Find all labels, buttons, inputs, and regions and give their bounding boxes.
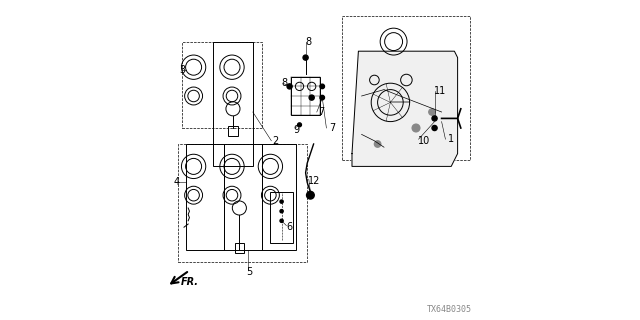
Bar (270, 192, 292, 243)
Bar (178, 144, 307, 262)
Circle shape (280, 210, 284, 213)
Text: 1: 1 (448, 134, 454, 144)
Circle shape (280, 219, 284, 222)
Circle shape (429, 109, 435, 115)
Bar (235, 243, 244, 253)
Circle shape (374, 141, 381, 147)
Bar (228, 126, 238, 136)
Text: 8: 8 (306, 36, 312, 47)
Circle shape (280, 200, 284, 203)
Bar (342, 16, 470, 160)
Circle shape (307, 191, 314, 199)
Text: 9: 9 (294, 124, 300, 135)
Text: TX64B0305: TX64B0305 (427, 305, 472, 314)
Text: FR.: FR. (181, 277, 199, 287)
Circle shape (298, 123, 301, 127)
Circle shape (412, 124, 420, 132)
Circle shape (303, 55, 308, 60)
Bar (262, 144, 296, 250)
Circle shape (287, 84, 292, 89)
Bar (212, 42, 253, 166)
Polygon shape (352, 51, 458, 166)
Text: 2: 2 (272, 136, 278, 146)
Text: 4: 4 (174, 177, 180, 188)
Bar (224, 144, 262, 250)
Circle shape (432, 116, 437, 121)
Circle shape (432, 125, 437, 131)
Text: 11: 11 (434, 86, 446, 96)
Circle shape (309, 95, 314, 100)
Bar (291, 77, 320, 115)
Circle shape (320, 95, 324, 100)
Text: 5: 5 (246, 267, 253, 277)
Text: 10: 10 (418, 136, 430, 146)
Circle shape (320, 84, 324, 89)
Text: 6: 6 (287, 222, 292, 232)
Text: 12: 12 (308, 176, 320, 186)
Bar (186, 144, 224, 250)
Text: 7: 7 (329, 123, 335, 133)
Text: 3: 3 (179, 65, 186, 76)
Bar (182, 42, 262, 128)
Text: 7: 7 (319, 107, 324, 117)
Text: 8: 8 (281, 78, 287, 88)
